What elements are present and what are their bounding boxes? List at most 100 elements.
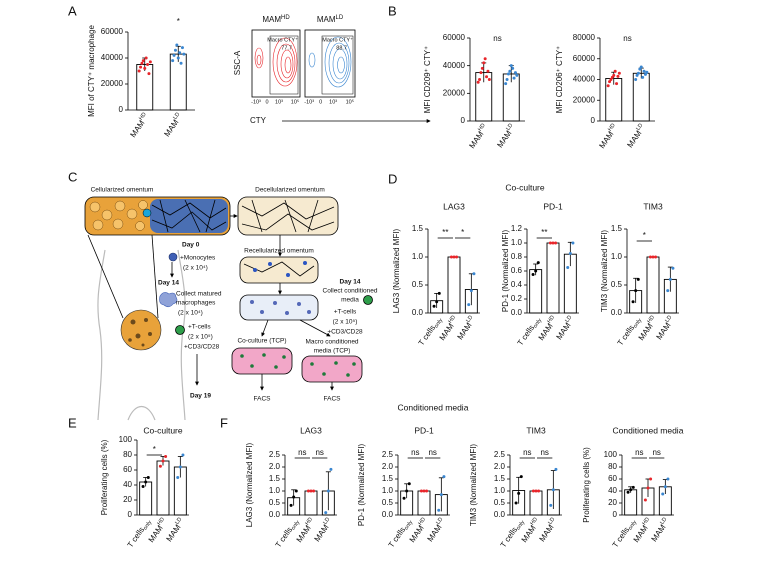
panel-label: C [68,169,77,184]
diagram-label: Collect matured [176,291,222,298]
y-tick-label: 40000 [443,61,466,70]
diagram-label: Day 0 [182,242,200,249]
flow-box [304,29,356,98]
diagram-label: Day 19 [190,393,211,400]
data-point [506,72,510,76]
y-tick-label: 0.0 [511,308,523,317]
label-sub: only [628,520,639,532]
data-point [139,65,143,69]
gate-percent: 88.7 [336,45,347,51]
data-point [643,498,647,502]
panel-label: D [388,171,397,186]
y-tick-label: 60000 [443,33,466,42]
label-sup: LD [336,15,344,21]
diagram-label: +T-cells [188,324,211,331]
y-tick-label: 2.0 [269,462,281,471]
label-sup: LD [173,112,182,121]
diagram-label: (2 x 10⁵) [333,319,358,326]
bar-chart: T cellsonlyMAMHDMAMLD0.00.51.01.5TIM3TIM… [600,201,679,347]
chart-title: TIM3 [526,425,546,435]
monocyte-icon [168,252,178,262]
bar [624,489,638,516]
significance: ns [623,34,631,43]
y-tick-label: 20000 [101,79,124,88]
label-sup: HD [547,315,556,325]
section-header: Conditioned media [398,402,469,412]
label-sup: LD [436,517,445,526]
gate-label: Macro CTY⁺ [267,36,298,43]
data-point [326,489,330,493]
diagram-label: Recellularized omentum [244,248,314,255]
y-axis-label: MFI CD209⁺ CTY⁺ [423,46,432,114]
y-axis-label: PD-1 (Normalized MFI) [501,230,510,313]
data-point [485,75,489,79]
data-point [571,241,575,245]
macrophage-icon [159,292,178,308]
data-point [141,59,145,63]
data-point [651,255,655,259]
y-tick-label: 1.5 [382,474,394,483]
significance: * [643,231,646,240]
data-point [534,269,538,273]
data-point [663,485,667,489]
label-sub: only [633,318,644,330]
flow-x-tick: 10³ [329,99,337,105]
data-point [631,485,635,489]
label-sub: only [404,520,415,532]
gate-label: Macro CTY⁺ [322,36,353,43]
data-point [178,51,182,55]
significance: * [153,445,156,454]
data-point [566,266,570,269]
y-tick-label: 0 [128,510,133,519]
diagram-label: Collect conditioned [323,288,378,295]
label-sup: HD [418,517,427,527]
data-point [180,46,184,50]
data-point [289,503,293,507]
data-point [505,78,509,81]
label-sup: LD [636,123,645,132]
data-point [425,489,429,493]
data-point [517,491,521,495]
data-point [666,289,670,293]
t-cells [240,353,356,377]
recellularized-box [239,256,319,284]
data-point [636,71,640,75]
chart-title: Co-culture [143,425,182,435]
diagram-label: FACS [324,396,342,403]
y-tick-label: 2.5 [494,450,506,459]
data-point [141,485,145,488]
diagram-label: Cellularized omentum [91,187,154,194]
mesh [243,261,315,277]
macrophage-box [239,294,319,321]
section-header: Co-culture [505,182,544,192]
data-point [407,482,411,486]
label-sup: HD [157,517,166,527]
y-tick-label: 40000 [101,53,124,62]
data-point [455,255,459,259]
coculture-box [231,347,293,375]
cells [89,200,148,231]
flow-x-tick: 10⁵ [291,98,299,105]
significance: ns [540,448,548,457]
panel-label: F [220,415,228,430]
y-tick-label: 0.0 [382,510,394,519]
data-point [294,489,298,493]
y-tick-label: 60000 [573,54,596,63]
bar [546,242,560,314]
y-tick-label: 2.0 [382,462,394,471]
diagram-label: (2 x 10⁴) [178,310,203,317]
label-sub: only [291,520,302,532]
label-sup: LD [323,517,332,526]
y-tick-label: 80000 [573,33,596,42]
data-point [615,82,619,86]
data-point [329,467,333,471]
significance: ns [428,448,436,457]
y-axis-label: PD-1 (Normalized MFI) [357,444,366,527]
y-tick-label: 1.0 [269,486,281,495]
significance: * [177,17,180,26]
data-point [178,465,182,469]
y-axis-label: Proliferating cells (%) [100,439,109,515]
y-tick-label: 0.2 [511,294,523,303]
data-point [437,508,441,512]
